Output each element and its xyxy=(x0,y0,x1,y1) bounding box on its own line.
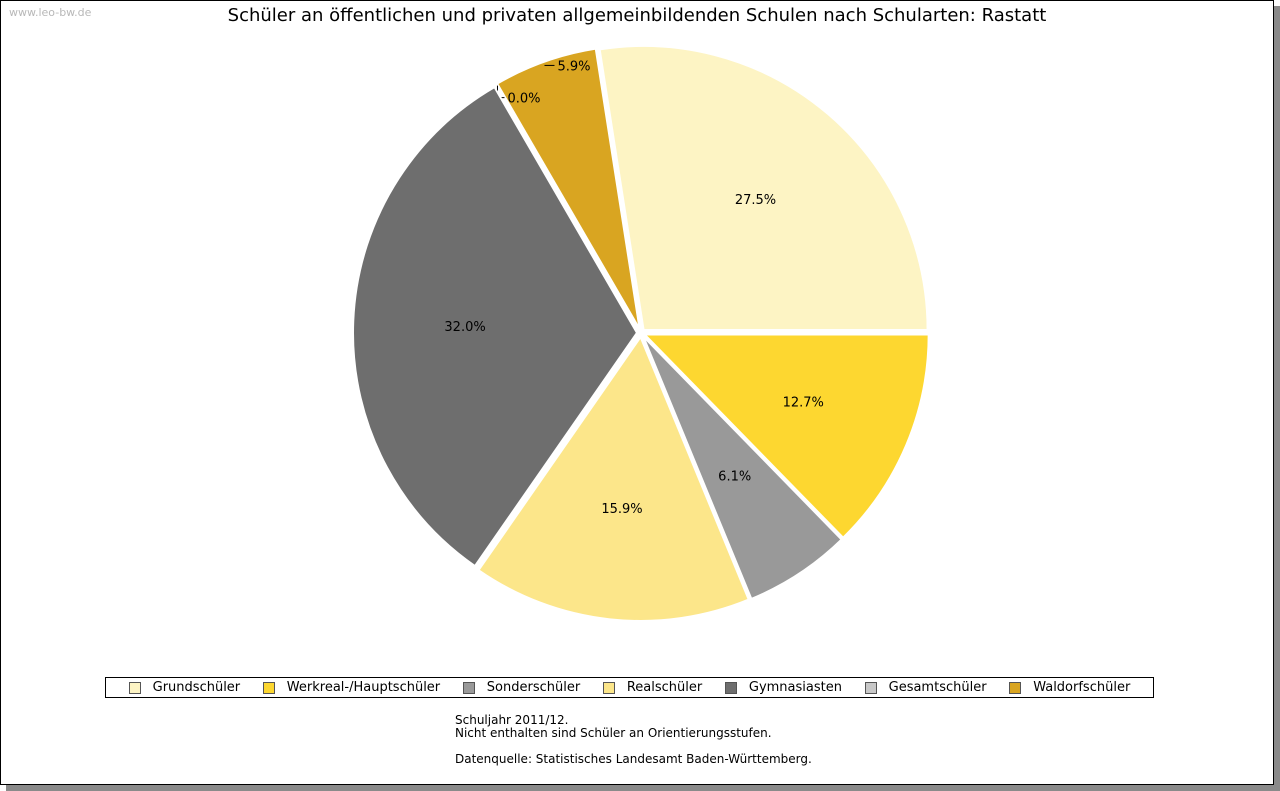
pie-slice-werkreal-hauptsch-ler xyxy=(642,333,930,540)
pie-slice-grundsch-ler xyxy=(598,44,929,331)
footnote-source: Datenquelle: Statistisches Landesamt Bad… xyxy=(455,752,812,766)
footnote-school-year: Schuljahr 2011/12. xyxy=(455,713,569,727)
legend-swatch-grundsch-ler xyxy=(128,681,141,694)
pie-slice-waldorfsch-ler xyxy=(495,47,641,330)
pie-slice-realsch-ler xyxy=(477,334,751,622)
pie-slice-gymnasiasten xyxy=(352,85,639,568)
legend-label-werkreal-hauptsch-ler: Werkreal-/Hauptschüler xyxy=(286,680,441,695)
chart-title: Schüler an öffentlichen und privaten all… xyxy=(227,5,1047,26)
legend-item-waldorfsch-ler: Waldorfschüler xyxy=(1009,680,1130,695)
legend: Grundschüler Werkreal-/Hauptschüler Sonder… xyxy=(105,677,1154,698)
legend-swatch-waldorfsch-ler xyxy=(1009,681,1022,694)
slice-label-gesamtsch-ler: 0.0% xyxy=(507,92,540,107)
legend-item-realsch-ler: Realschüler xyxy=(602,680,703,695)
legend-label-grundsch-ler: Grundschüler xyxy=(152,680,241,695)
legend-item-werkreal-hauptsch-ler: Werkreal-/Hauptschüler xyxy=(262,680,441,695)
pie-slice-sondersch-ler xyxy=(642,335,844,601)
legend-swatch-gymnasiasten xyxy=(724,681,737,694)
slice-label-waldorfsch-ler: 5.9% xyxy=(557,59,590,74)
legend-swatch-gesamtsch-ler xyxy=(864,681,877,694)
legend-swatch-realsch-ler xyxy=(602,681,615,694)
slice-label-grundsch-ler: 27.5% xyxy=(735,193,776,208)
legend-label-gesamtsch-ler: Gesamtschüler xyxy=(888,680,987,695)
watermark: www.leo-bw.de xyxy=(9,6,92,19)
legend-swatch-sondersch-ler xyxy=(462,681,475,694)
pie-chart: 27.5% 5.9% 0.0% 32.0% 15.9% 6.1% 12.7% xyxy=(352,44,930,622)
legend-item-gesamtsch-ler: Gesamtschüler xyxy=(864,680,987,695)
slice-label-realsch-ler: 15.9% xyxy=(601,502,642,517)
slice-label-werkreal-hauptsch-ler: 12.7% xyxy=(783,395,824,410)
footnote: Schuljahr 2011/12. Nicht enthalten sind … xyxy=(455,714,812,766)
legend-label-realsch-ler: Realschüler xyxy=(626,680,703,695)
slice-label-gymnasiasten: 32.0% xyxy=(444,320,485,335)
footnote-note: Nicht enthalten sind Schüler an Orientie… xyxy=(455,726,772,740)
legend-label-gymnasiasten: Gymnasiasten xyxy=(748,680,842,695)
legend-item-gymnasiasten: Gymnasiasten xyxy=(724,680,842,695)
legend-swatch-werkreal-hauptsch-ler xyxy=(262,681,275,694)
legend-label-sondersch-ler: Sonderschüler xyxy=(486,680,581,695)
slice-label-sondersch-ler: 6.1% xyxy=(718,469,751,484)
legend-item-grundsch-ler: Grundschüler xyxy=(128,680,241,695)
legend-label-waldorfsch-ler: Waldorfschüler xyxy=(1033,680,1131,695)
legend-item-sondersch-ler: Sonderschüler xyxy=(462,680,581,695)
